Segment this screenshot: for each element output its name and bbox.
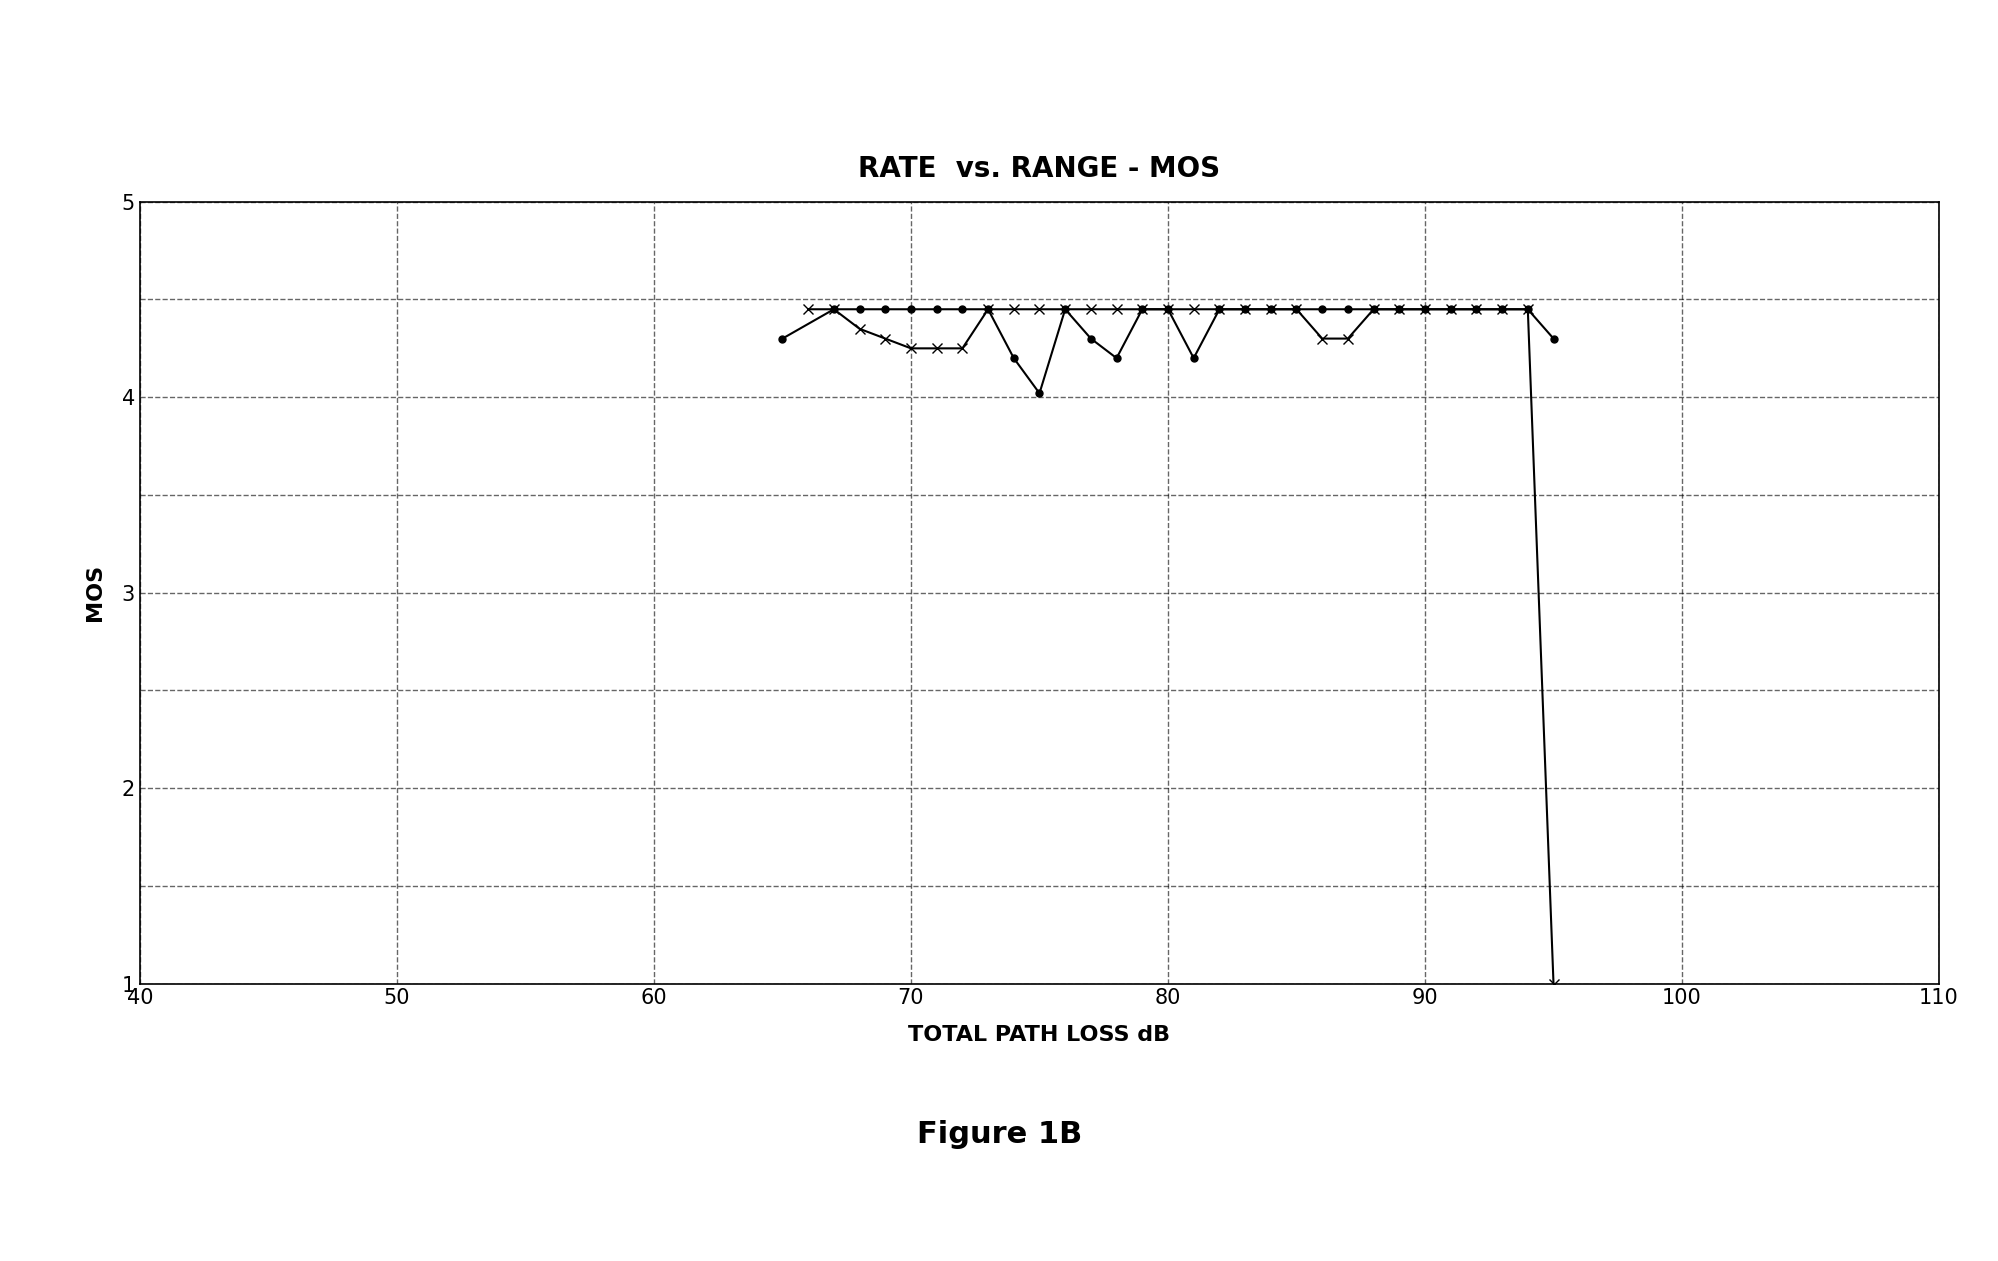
Title: RATE  vs. RANGE - MOS: RATE vs. RANGE - MOS: [857, 155, 1221, 183]
Text: Figure 1B: Figure 1B: [917, 1121, 1081, 1149]
Y-axis label: MOS: MOS: [86, 564, 106, 622]
X-axis label: TOTAL PATH LOSS dB: TOTAL PATH LOSS dB: [907, 1025, 1171, 1045]
